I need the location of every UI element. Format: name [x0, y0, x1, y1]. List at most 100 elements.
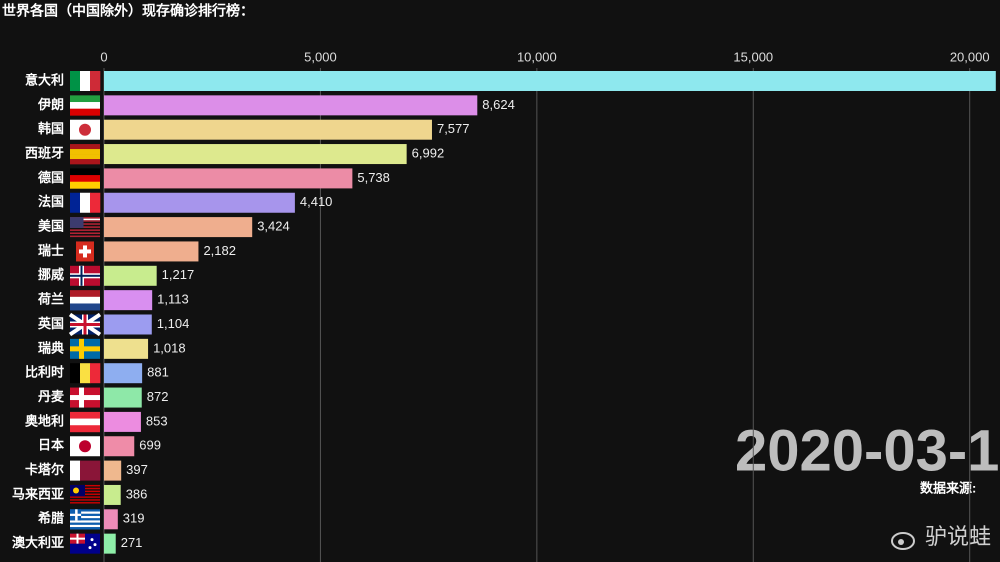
- value-label: 6,992: [412, 145, 445, 160]
- flag: [70, 436, 100, 457]
- flag-part: [70, 235, 100, 238]
- value-label: 271: [121, 535, 143, 550]
- flag-part: [70, 460, 81, 481]
- value-label: 853: [146, 413, 168, 428]
- flag-part: [79, 440, 91, 453]
- x-tick-label: 5,000: [304, 49, 337, 64]
- y-tick-label: 澳大利亚: [12, 535, 64, 550]
- value-label: 386: [126, 486, 148, 501]
- bar: [104, 71, 996, 91]
- y-tick-label: 瑞士: [38, 243, 64, 258]
- value-label: 1,113: [157, 292, 189, 307]
- flag-part: [88, 546, 92, 550]
- bar: [104, 484, 121, 505]
- flag-part: [70, 346, 100, 352]
- watermark-icon: [891, 532, 915, 550]
- value-label: 7,577: [437, 121, 470, 136]
- value-label: 1,104: [157, 316, 190, 331]
- y-tick-label: 伊朗: [37, 97, 64, 112]
- value-label: 872: [147, 389, 169, 404]
- flag-part: [70, 395, 100, 401]
- flag-part: [70, 513, 100, 517]
- flag: [76, 241, 94, 262]
- flag: [70, 217, 100, 238]
- y-tick-label: 意大利: [25, 72, 64, 87]
- bar: [104, 168, 353, 189]
- flag-part: [80, 460, 91, 481]
- flag-part: [93, 543, 97, 547]
- value-label: 319: [123, 511, 145, 526]
- flag-part: [90, 538, 94, 542]
- flag-part: [70, 527, 100, 530]
- flag: [70, 484, 100, 504]
- y-tick-label: 奥地利: [25, 413, 64, 428]
- flag-part: [90, 363, 101, 384]
- bar: [104, 192, 295, 213]
- flag-part: [70, 518, 100, 521]
- y-tick-label: 英国: [37, 316, 64, 331]
- flag-part: [70, 149, 100, 155]
- x-tick-label: 0: [100, 49, 107, 64]
- y-tick-label: 瑞典: [38, 340, 64, 355]
- flag-part: [70, 522, 100, 526]
- flag-part: [70, 95, 100, 103]
- flag-part: [70, 502, 100, 504]
- flag-part: [80, 192, 91, 213]
- flag-part: [70, 363, 81, 384]
- flag: [70, 363, 101, 384]
- flag: [68, 312, 102, 337]
- x-tick-label: 15,000: [733, 49, 773, 64]
- y-tick-label: 丹麦: [38, 389, 65, 404]
- y-tick-label: 马来西亚: [12, 486, 64, 501]
- y-tick-label: 韩国: [38, 121, 64, 136]
- value-label: 881: [147, 365, 169, 380]
- bar: [104, 338, 149, 359]
- bar: [104, 241, 199, 262]
- flag: [70, 460, 101, 481]
- y-tick-label: 荷兰: [37, 292, 64, 307]
- flag-part: [70, 168, 100, 176]
- bar: [104, 290, 153, 311]
- flag-part: [70, 515, 100, 519]
- value-label: 699: [139, 438, 161, 453]
- bar: [104, 533, 116, 554]
- bar: [104, 314, 152, 335]
- flag: [70, 71, 101, 91]
- y-tick-label: 西班牙: [25, 145, 64, 160]
- flag-part: [80, 363, 91, 384]
- flag: [70, 290, 100, 311]
- flag: [70, 265, 100, 286]
- flag: [70, 338, 100, 359]
- flag-part: [90, 192, 101, 213]
- bar: [104, 387, 142, 408]
- flag-part: [70, 296, 100, 304]
- flag-part: [70, 232, 100, 235]
- bar: [104, 363, 143, 384]
- bar: [104, 119, 432, 140]
- value-label: 1,018: [153, 340, 186, 355]
- bar: [104, 144, 407, 165]
- flag: [70, 509, 100, 530]
- flag-part: [70, 274, 100, 277]
- value-label: 3,424: [257, 219, 290, 234]
- bar: [104, 265, 157, 286]
- flag-part: [70, 418, 100, 426]
- y-tick-label: 日本: [38, 438, 64, 453]
- flag-part: [70, 181, 100, 189]
- y-tick-label: 希腊: [38, 511, 64, 526]
- flag-part: [70, 223, 100, 225]
- flag-part: [70, 524, 100, 528]
- y-tick-label: 法国: [38, 194, 64, 209]
- flag-part: [70, 229, 100, 231]
- flag: [70, 533, 100, 554]
- flag-part: [70, 108, 100, 116]
- flag-part: [70, 323, 100, 326]
- y-tick-label: 比利时: [25, 365, 64, 380]
- bar: [104, 217, 253, 238]
- flag-part: [70, 217, 84, 228]
- flag-part: [70, 154, 100, 160]
- x-tick-label: 20,000: [950, 49, 990, 64]
- flag-part: [70, 144, 100, 150]
